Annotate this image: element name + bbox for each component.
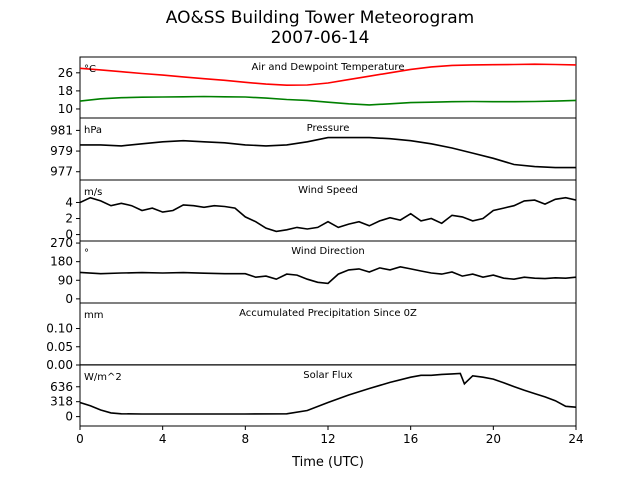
y-tick-label: 270 xyxy=(50,236,73,250)
panel-4: 0 90 180 270 Wind Direction ° xyxy=(50,236,577,306)
x-axis-label: Time (UTC) xyxy=(291,455,364,470)
panel-title: Air and Dewpoint Temperature xyxy=(252,62,405,73)
y-tick-label: 18 xyxy=(58,84,73,98)
panel-5: 0.00 0.05 0.10 Accumulated Precipitation Si… xyxy=(46,302,577,372)
series-line-1 xyxy=(80,265,576,285)
panel-units: mm xyxy=(84,310,103,321)
y-tick-label: 180 xyxy=(50,255,73,269)
y-tick-label: 26 xyxy=(58,66,73,80)
series-line-1 xyxy=(80,196,576,233)
series-line-1 xyxy=(80,372,576,415)
panel-units: m/s xyxy=(84,187,102,198)
y-tick-label: 90 xyxy=(58,273,73,287)
y-tick-label: 0 xyxy=(65,292,73,306)
figure-subtitle: 2007-06-14 xyxy=(270,28,370,48)
panel-3: 0 2 4 Wind Speed m/s xyxy=(65,179,577,242)
y-tick-label: 977 xyxy=(50,165,73,179)
series-line-1 xyxy=(80,63,576,87)
figure-title: AO&SS Building Tower Meteorogram xyxy=(165,8,475,28)
y-tick-label: 0.05 xyxy=(46,340,73,354)
series-line-1 xyxy=(80,136,576,169)
y-tick-label: 0.10 xyxy=(46,322,73,336)
panel-units: W/m^2 xyxy=(84,372,122,383)
panel-title: Pressure xyxy=(307,123,350,134)
panel-1: 10 18 26 Air and Dewpoint Temperature °C xyxy=(58,56,577,119)
y-tick-label: 981 xyxy=(50,123,73,137)
x-tick-label: 16 xyxy=(403,432,418,446)
panel-units: ° xyxy=(84,248,89,259)
y-tick-label: 636 xyxy=(50,380,73,394)
panel-units: °C xyxy=(84,64,96,75)
y-tick-label: 4 xyxy=(65,195,73,209)
series-line-2 xyxy=(80,95,576,106)
y-tick-label: 0.00 xyxy=(46,358,73,372)
x-tick-label: 8 xyxy=(242,432,250,446)
y-tick-label: 318 xyxy=(50,395,73,409)
y-tick-label: 979 xyxy=(50,144,73,158)
panel-title: Wind Direction xyxy=(291,246,365,257)
panel-title: Wind Speed xyxy=(298,185,358,196)
panel-title: Accumulated Precipitation Since 0Z xyxy=(239,308,417,319)
panel-2: 977 979 981 Pressure hPa xyxy=(50,117,577,181)
x-tick-label: 4 xyxy=(159,432,167,446)
x-tick-label: 20 xyxy=(486,432,501,446)
x-tick-label: 0 xyxy=(76,432,84,446)
y-tick-label: 10 xyxy=(58,102,73,116)
y-tick-label: 0 xyxy=(65,410,73,424)
panel-units: hPa xyxy=(84,125,102,136)
y-tick-label: 0 xyxy=(65,228,73,242)
x-tick-label: 12 xyxy=(320,432,335,446)
panel-title: Solar Flux xyxy=(303,370,353,381)
y-tick-label: 2 xyxy=(65,212,73,226)
x-tick-label: 24 xyxy=(568,432,583,446)
